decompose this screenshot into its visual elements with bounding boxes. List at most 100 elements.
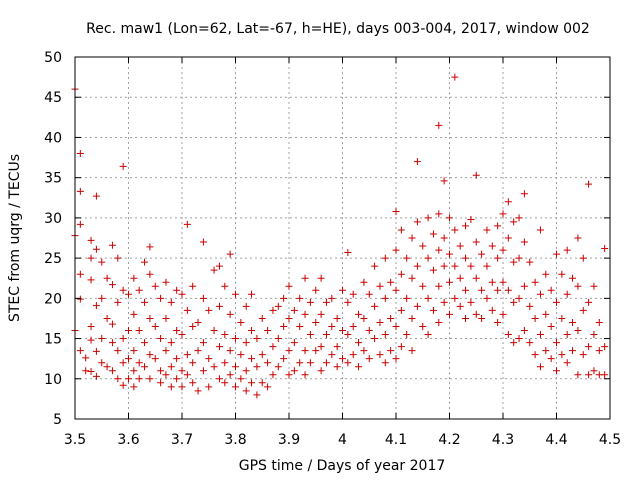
- data-point: [285, 347, 293, 355]
- data-point: [595, 318, 603, 326]
- data-point: [429, 266, 437, 274]
- data-point: [76, 270, 84, 278]
- data-point: [312, 286, 320, 294]
- data-point: [488, 242, 496, 250]
- data-point: [301, 310, 309, 318]
- data-point: [157, 335, 165, 343]
- data-point: [130, 347, 138, 355]
- data-point: [424, 254, 432, 262]
- data-point: [403, 294, 411, 302]
- data-point: [162, 278, 170, 286]
- data-point: [125, 327, 132, 335]
- data-point: [483, 262, 491, 270]
- data-point: [440, 298, 448, 306]
- data-point: [569, 318, 577, 326]
- data-point: [108, 320, 116, 328]
- data-point: [590, 331, 598, 339]
- data-point: [381, 294, 389, 302]
- data-point: [274, 302, 282, 310]
- data-point: [162, 347, 170, 355]
- data-point: [253, 335, 261, 343]
- data-point: [451, 226, 459, 234]
- data-point: [478, 286, 486, 294]
- y-tick-label: 40: [44, 130, 62, 146]
- data-point: [542, 310, 550, 318]
- data-point: [553, 367, 560, 375]
- data-point: [585, 343, 593, 351]
- data-point: [456, 302, 464, 310]
- data-point: [344, 359, 352, 367]
- data-point: [151, 322, 159, 330]
- data-point: [92, 347, 100, 355]
- data-point: [408, 314, 416, 322]
- data-point: [440, 262, 448, 270]
- data-point: [296, 322, 304, 330]
- data-point: [515, 254, 523, 262]
- data-point: [258, 314, 266, 322]
- data-point: [536, 363, 544, 371]
- data-point: [403, 331, 411, 339]
- data-point: [504, 331, 512, 339]
- data-point: [221, 282, 229, 290]
- data-point: [520, 190, 528, 198]
- y-tick-labels: 5 10 15 20 25 30 35 40 45 50: [44, 50, 62, 428]
- data-point: [119, 335, 127, 343]
- data-point: [472, 274, 480, 282]
- data-point: [301, 371, 309, 379]
- data-point: [280, 322, 288, 330]
- data-point: [92, 245, 100, 253]
- x-tick-label: 4.2: [438, 432, 460, 448]
- data-point: [87, 322, 95, 330]
- data-point: [285, 314, 293, 322]
- data-point: [82, 354, 90, 362]
- data-point: [494, 254, 502, 262]
- data-point: [553, 339, 560, 347]
- data-point: [167, 339, 175, 347]
- data-point: [408, 274, 416, 282]
- data-point: [248, 355, 256, 363]
- data-point: [269, 371, 277, 379]
- data-point: [574, 234, 582, 242]
- data-point: [574, 371, 582, 379]
- data-point: [408, 234, 416, 242]
- data-point: [585, 298, 593, 306]
- data-point: [467, 298, 475, 306]
- data-point: [215, 302, 223, 310]
- data-point: [82, 367, 90, 375]
- data-point: [178, 367, 186, 375]
- data-point: [531, 314, 539, 322]
- data-point: [141, 339, 149, 347]
- data-point: [526, 258, 534, 266]
- data-point: [210, 363, 218, 371]
- data-point: [376, 282, 384, 290]
- data-point: [419, 322, 427, 330]
- data-point: [108, 241, 116, 249]
- data-point: [290, 306, 298, 314]
- data-point: [173, 355, 181, 363]
- data-point: [146, 314, 154, 322]
- data-point: [419, 282, 427, 290]
- data-point: [542, 347, 550, 355]
- data-point: [349, 351, 357, 359]
- data-point: [280, 355, 288, 363]
- data-point: [157, 379, 165, 387]
- data-point: [167, 383, 175, 391]
- data-point: [141, 298, 149, 306]
- data-point: [408, 347, 416, 355]
- data-point: [76, 187, 84, 195]
- data-point: [232, 383, 239, 391]
- data-point: [173, 375, 181, 383]
- data-point: [232, 335, 239, 343]
- data-point: [499, 278, 507, 286]
- x-tick-label: 3.8: [224, 432, 246, 448]
- data-point: [285, 282, 293, 290]
- data-point: [424, 331, 432, 339]
- data-point: [446, 214, 453, 222]
- data-point: [536, 290, 544, 298]
- data-point: [355, 339, 363, 347]
- data-point: [183, 371, 191, 379]
- data-point: [253, 391, 261, 399]
- data-point: [98, 359, 106, 367]
- data-point: [87, 368, 95, 376]
- data-point: [574, 282, 582, 290]
